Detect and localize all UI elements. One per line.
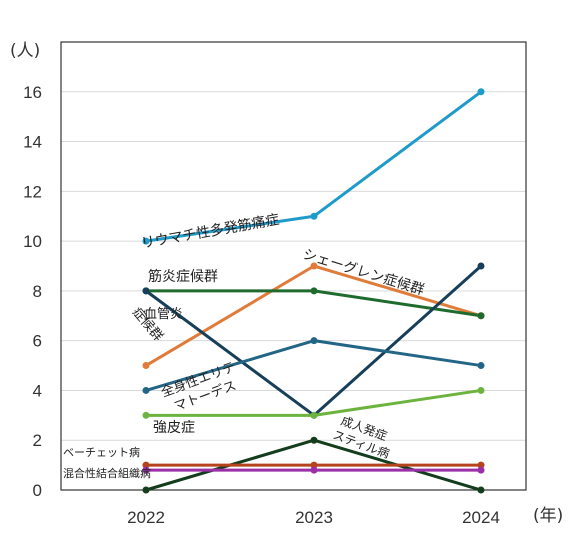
data-point	[477, 362, 485, 370]
data-point	[310, 212, 318, 220]
data-point	[142, 386, 150, 394]
data-point	[142, 461, 150, 469]
data-point	[477, 262, 485, 270]
data-point	[142, 237, 150, 245]
data-point	[142, 466, 150, 474]
data-point	[477, 461, 485, 469]
x-tick-label: 2024	[462, 508, 500, 527]
label-behcet: ベーチェット病	[63, 445, 140, 459]
data-point	[310, 411, 318, 419]
y-tick-label: 0	[33, 481, 42, 500]
data-point	[310, 337, 318, 345]
y-axis-unit: (人)	[10, 41, 40, 61]
data-point	[477, 386, 485, 394]
label-mctd: 混合性結合組織病	[63, 466, 151, 480]
data-point	[142, 486, 150, 494]
data-point	[142, 411, 150, 419]
data-point	[310, 436, 318, 444]
y-tick-label: 10	[23, 232, 42, 251]
x-axis-unit: (年)	[533, 506, 563, 526]
plot-frame	[60, 41, 527, 491]
data-point	[310, 466, 318, 474]
label-scleroderma: 強皮症	[153, 420, 195, 436]
y-tick-label: 16	[23, 83, 42, 102]
data-point	[310, 461, 318, 469]
data-point	[142, 362, 150, 370]
label-vasculitis: 血管炎	[144, 307, 183, 322]
label-polymyalgia: リウマチ性多発筋痛症	[140, 211, 281, 252]
y-tick-label: 12	[23, 182, 42, 201]
y-tick-label: 2	[33, 431, 42, 450]
data-point	[477, 466, 485, 474]
data-point	[477, 88, 485, 96]
data-point	[310, 262, 318, 270]
x-tick-label: 2022	[127, 508, 165, 527]
data-point	[477, 486, 485, 494]
data-point	[310, 287, 318, 295]
x-tick-label: 2023	[295, 508, 333, 527]
y-tick-label: 8	[33, 282, 42, 301]
data-point	[477, 312, 485, 320]
y-tick-label: 6	[33, 332, 42, 351]
data-point	[142, 287, 150, 295]
y-tick-label: 4	[33, 381, 42, 400]
label-myositis: 筋炎症候群	[148, 268, 218, 285]
y-tick-label: 14	[23, 133, 42, 152]
